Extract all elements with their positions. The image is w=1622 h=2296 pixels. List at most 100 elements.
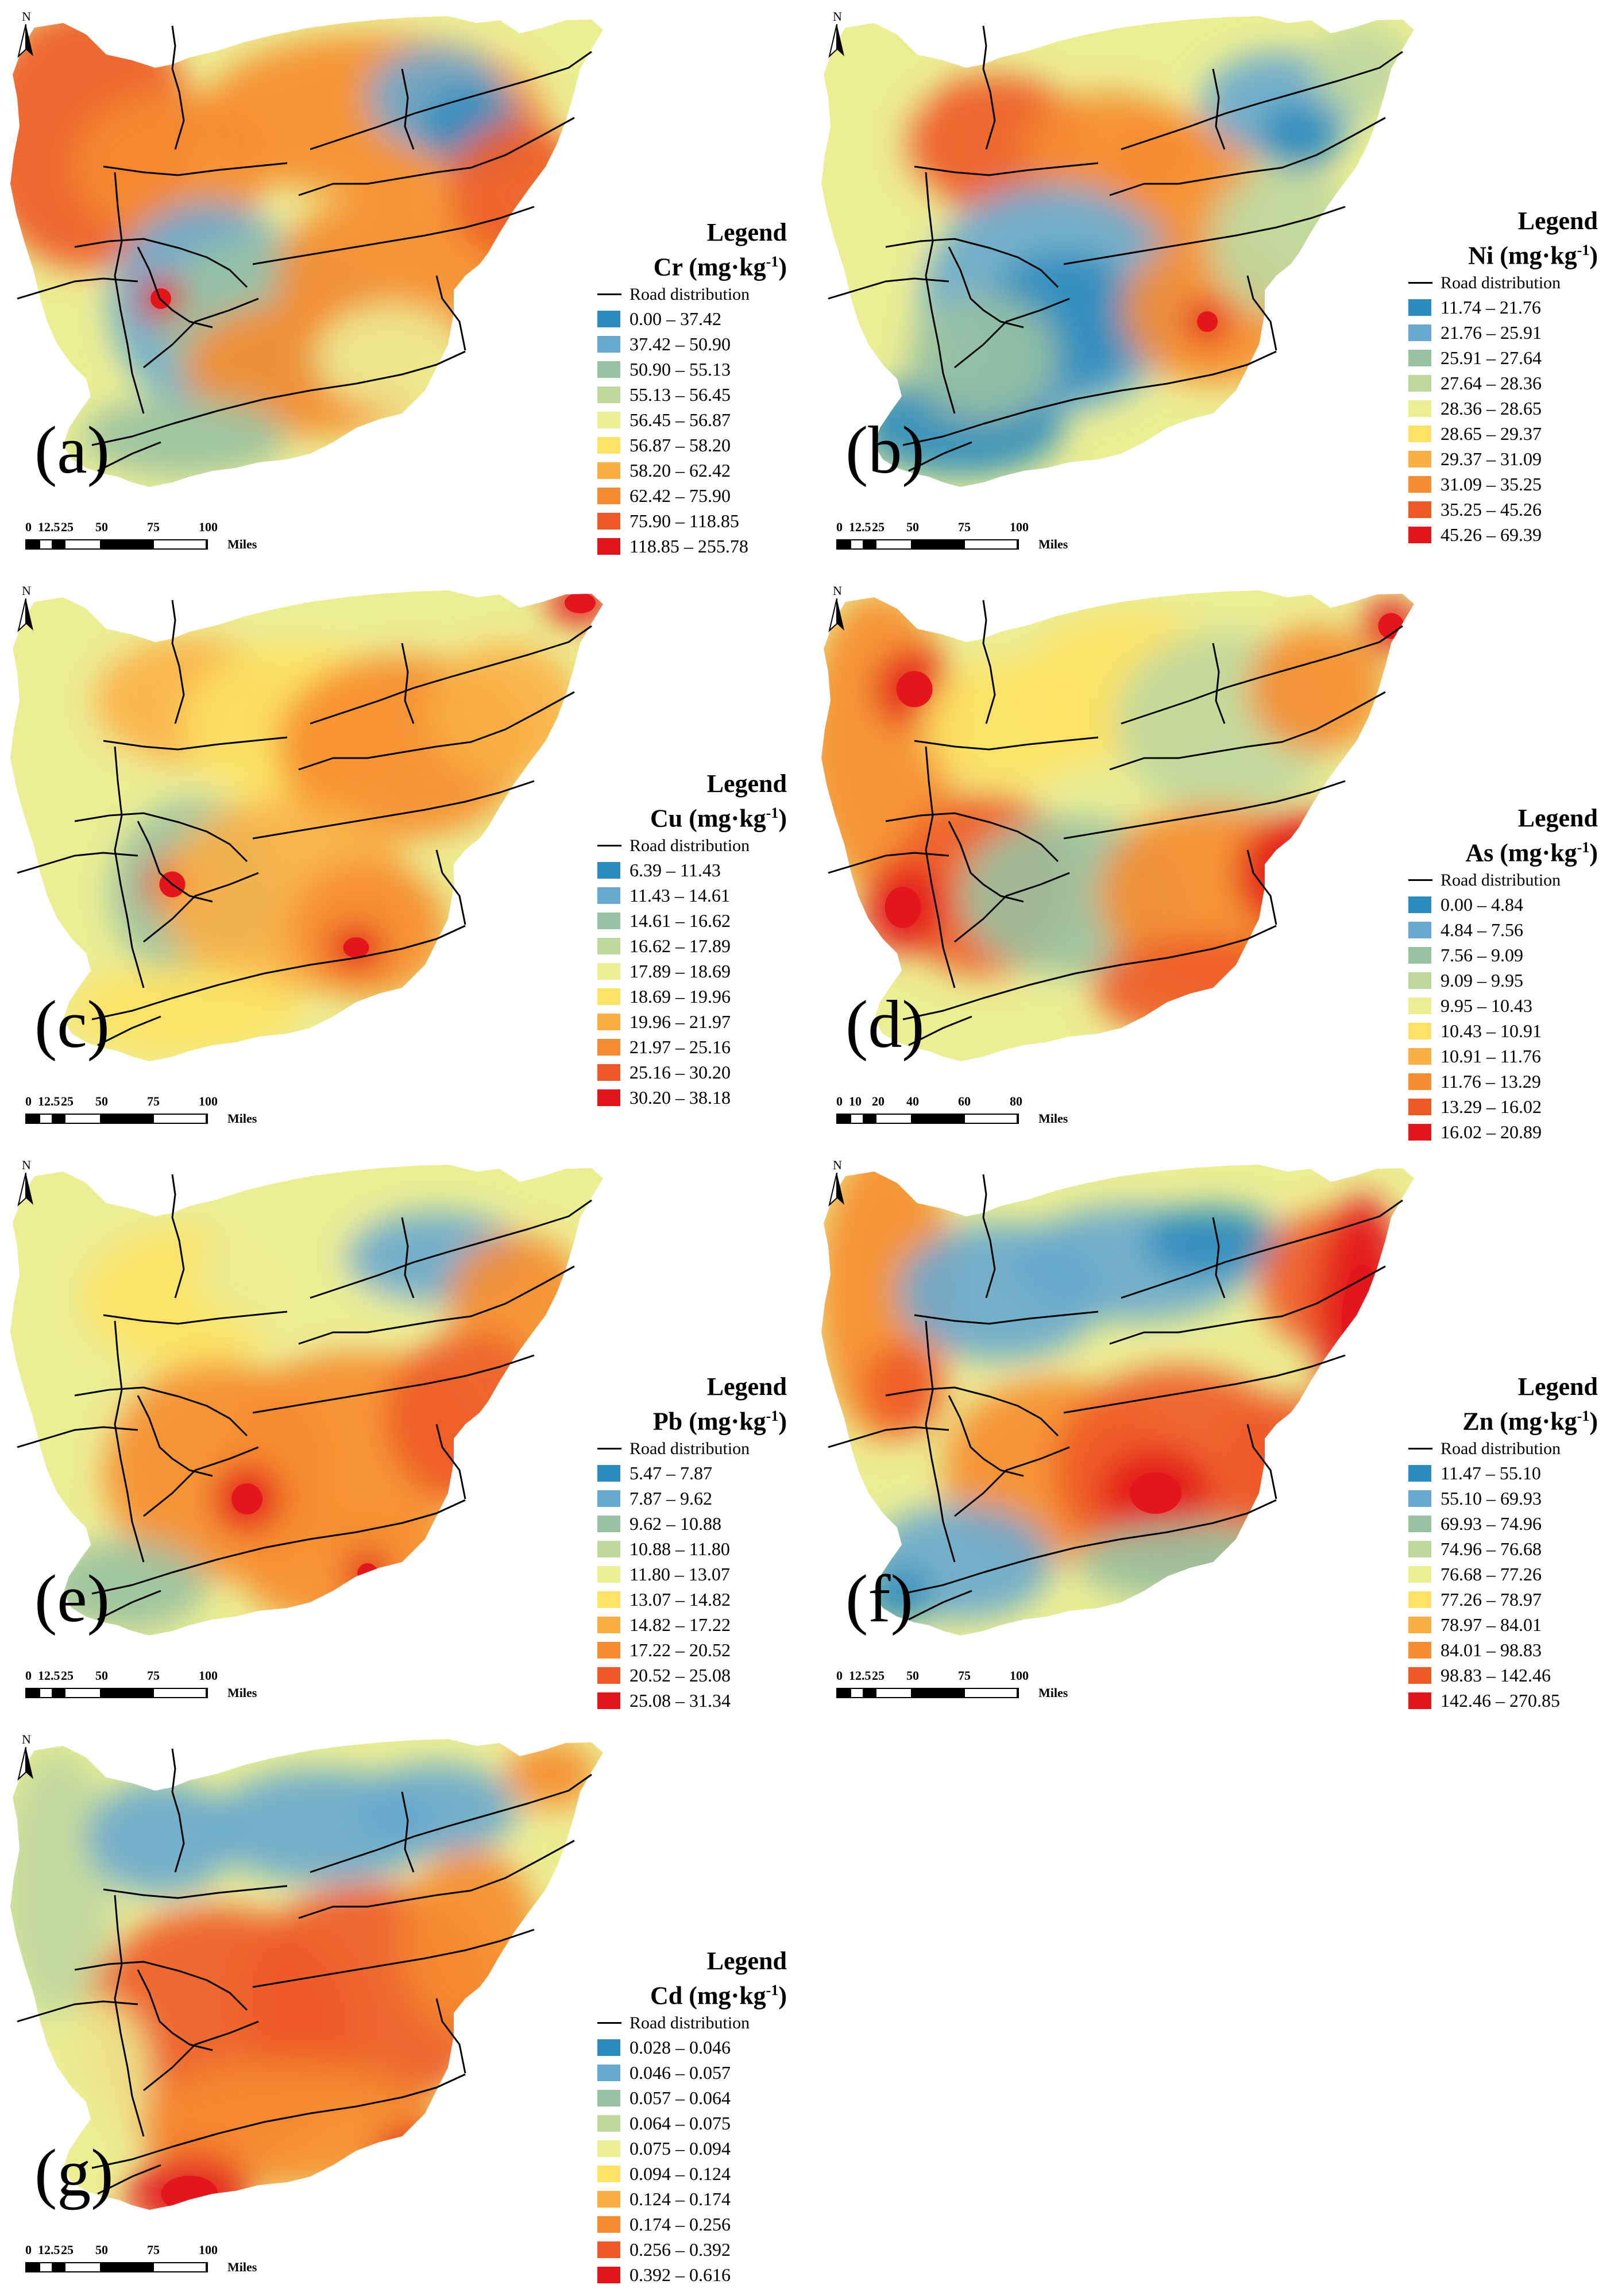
legend-class-label: 0.064 – 0.075 xyxy=(630,2113,731,2134)
legend-swatch xyxy=(1408,972,1431,989)
road xyxy=(828,277,949,300)
road xyxy=(298,1265,575,1345)
road xyxy=(298,117,575,196)
legend-class: 28.36 – 28.65 xyxy=(1408,396,1622,422)
concentration-zone xyxy=(1144,1206,1282,1275)
legend-road-item: Road distribution xyxy=(1408,1437,1622,1461)
legend-class: 16.02 – 20.89 xyxy=(1408,1120,1622,1145)
scale-tick-label: 50 xyxy=(95,1094,108,1108)
concentration-zone xyxy=(10,1746,115,2021)
concentration-zone xyxy=(10,1172,138,1447)
road xyxy=(103,1885,288,1899)
road xyxy=(902,925,1277,1021)
legend-class: 0.057 – 0.064 xyxy=(597,2086,827,2111)
hotspot xyxy=(343,937,369,958)
legend-class: 35.25 – 45.26 xyxy=(1408,497,1622,523)
scale-tick-label: 12.5 xyxy=(38,1094,60,1108)
road xyxy=(91,2073,466,2169)
road xyxy=(97,441,161,472)
hotspot xyxy=(1197,311,1218,332)
as-map xyxy=(821,590,1414,1061)
legend-swatch xyxy=(597,2039,620,2057)
legend-swatch xyxy=(597,336,620,353)
legend-class: 25.08 – 31.34 xyxy=(597,1688,827,1714)
legend-class-label: 11.80 – 13.07 xyxy=(630,1564,730,1585)
road xyxy=(252,1928,535,1988)
road xyxy=(74,238,248,288)
road-line-icon xyxy=(1408,879,1432,882)
legend-class-label: 56.87 – 58.20 xyxy=(630,435,731,456)
legend-unit: Pb (mg·kg-1) xyxy=(652,1407,787,1436)
north-label: N xyxy=(22,1732,31,1746)
legend-class-label: 98.83 – 142.46 xyxy=(1441,1665,1551,1686)
legend-class-label: 11.47 – 55.10 xyxy=(1441,1463,1541,1484)
scale-units: Miles xyxy=(1038,537,1068,551)
legend-class: 5.47 – 7.87 xyxy=(597,1461,827,1486)
legend-class: 10.43 – 10.91 xyxy=(1408,1019,1622,1044)
legend-class: 11.74 – 21.76 xyxy=(1408,295,1622,320)
legend-road-item: Road distribution xyxy=(597,2011,827,2035)
legend-class-label: 11.43 – 14.61 xyxy=(630,885,730,906)
legend-class: 7.56 – 9.09 xyxy=(1408,943,1622,968)
panel-cr: N (a) 0 12.5 25 50 75 100 Miles Legend Cr (mg·kg-1… xyxy=(0,0,811,573)
legend-swatch xyxy=(597,1516,620,1533)
legend-swatch xyxy=(1408,1048,1431,1065)
legend-swatch xyxy=(1408,896,1431,914)
legend-class-label: 69.93 – 74.96 xyxy=(1441,1513,1542,1534)
legend-swatch xyxy=(597,1692,620,1710)
road xyxy=(1121,51,1403,150)
scale-tick-label: 25 xyxy=(61,520,74,534)
legend-swatch xyxy=(1408,375,1431,392)
legend-class-label: 11.74 – 21.76 xyxy=(1441,297,1541,318)
legend-class: 0.00 – 37.42 xyxy=(597,307,827,332)
scale-tick-label: 100 xyxy=(199,1094,218,1108)
road xyxy=(401,1217,415,1298)
scale-tick-label: 75 xyxy=(147,1668,160,1683)
legend-class: 7.87 – 9.62 xyxy=(597,1486,827,1512)
legend-class-label: 55.13 – 56.45 xyxy=(630,384,731,405)
legend-class-label: 45.26 – 69.39 xyxy=(1441,524,1542,546)
road xyxy=(401,1791,415,1873)
road xyxy=(143,297,259,369)
legend-class-label: 20.52 – 25.08 xyxy=(630,1665,731,1686)
legend-class: 10.91 – 11.76 xyxy=(1408,1044,1622,1069)
road xyxy=(1212,68,1226,150)
scale-units: Miles xyxy=(227,2260,257,2274)
legend-swatch xyxy=(597,2267,620,2284)
scale-tick-label: 100 xyxy=(199,2243,218,2257)
legend-class: 13.07 – 14.82 xyxy=(597,1587,827,1613)
road-line-icon xyxy=(1408,282,1432,284)
road xyxy=(17,1426,138,1448)
hotspot xyxy=(161,2175,218,2210)
legend-swatch xyxy=(1408,1099,1431,1116)
road xyxy=(97,1015,161,1046)
legend-class: 9.62 – 10.88 xyxy=(597,1512,827,1537)
legend-unit: Cd (mg·kg-1) xyxy=(650,1981,787,2010)
legend-swatch xyxy=(597,1039,620,1056)
scale-tick-label: 25 xyxy=(61,1668,74,1683)
legend-class-label: 50.90 – 55.13 xyxy=(630,359,731,380)
legend-class: 55.13 – 56.45 xyxy=(597,382,827,408)
legend-swatch xyxy=(1408,947,1431,964)
legend-class: 56.45 – 56.87 xyxy=(597,408,827,433)
scale-tick-label: 60 xyxy=(958,1094,971,1108)
legend: Legend Zn (mg·kg-1) Road distribution 11.47… xyxy=(1408,1373,1622,1714)
scale-tick-label: 12.5 xyxy=(38,520,60,534)
legend-class-label: 31.09 – 35.25 xyxy=(1441,474,1542,495)
road xyxy=(885,812,1059,863)
legend-swatch xyxy=(1408,451,1431,468)
hotspot xyxy=(885,887,921,928)
road xyxy=(885,238,1059,288)
road xyxy=(103,736,288,751)
legend-class: 76.68 – 77.26 xyxy=(1408,1562,1622,1587)
legend-swatch xyxy=(597,938,620,955)
north-arrow-icon: N xyxy=(16,1733,39,1785)
scale-tick-label: 0 xyxy=(836,520,843,534)
legend-class: 27.64 – 28.36 xyxy=(1408,371,1622,396)
legend-class-label: 9.95 – 10.43 xyxy=(1441,995,1532,1016)
road xyxy=(1212,643,1226,724)
legend-swatch xyxy=(1408,1667,1431,1684)
legend-swatch xyxy=(597,963,620,980)
legend-swatch xyxy=(1408,527,1431,544)
concentration-zone xyxy=(373,2125,465,2194)
